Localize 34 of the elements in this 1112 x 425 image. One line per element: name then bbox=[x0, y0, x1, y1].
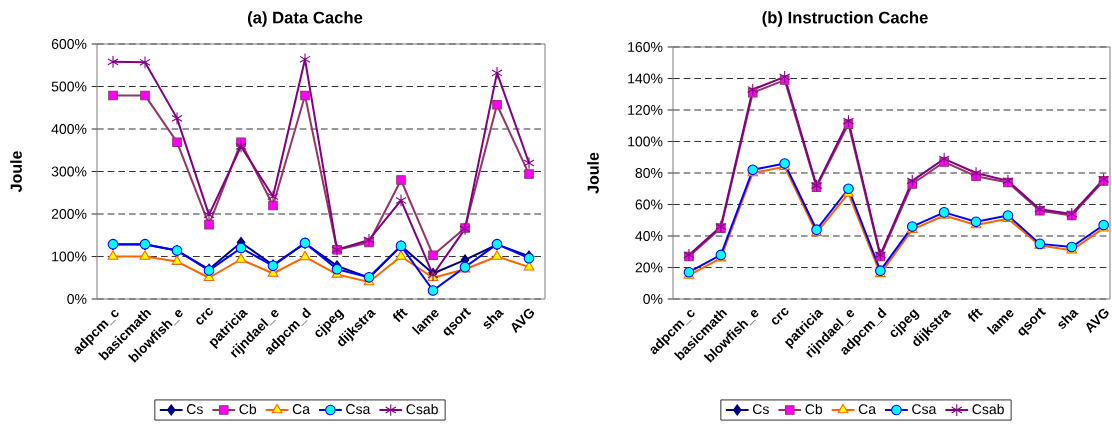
x-tick-label: sha bbox=[483, 310, 504, 329]
legend-label: Cs bbox=[752, 404, 769, 415]
y-tick-label: 200% bbox=[51, 209, 87, 219]
y-tick-label: 80% bbox=[635, 168, 663, 178]
legend-label: Cb bbox=[805, 403, 823, 415]
legend-label: Csa bbox=[346, 404, 371, 415]
legend-label: Cs bbox=[186, 404, 203, 415]
y-tick-label: 0% bbox=[67, 294, 87, 304]
y-tick-label: 600% bbox=[51, 39, 87, 49]
legend-label: Csab bbox=[972, 403, 1004, 415]
legend-label: Cb bbox=[239, 403, 257, 415]
y-tick-label: 400% bbox=[51, 124, 87, 134]
y-tick-label: 140% bbox=[628, 73, 663, 84]
legend-label: Ca bbox=[292, 404, 311, 415]
y-tick-label: 120% bbox=[628, 105, 663, 115]
x-tick-label: fft bbox=[393, 308, 408, 323]
x-tick-label: fft bbox=[968, 308, 983, 323]
y-tick-label: 300% bbox=[51, 166, 87, 177]
y-tick-label: 500% bbox=[51, 81, 87, 92]
chart-title: (a) Data Cache bbox=[247, 11, 363, 27]
y-tick-label: 60% bbox=[635, 199, 663, 210]
chart-title: (b) Instruction Cache bbox=[762, 11, 928, 27]
x-tick-label: sha bbox=[1058, 310, 1079, 329]
y-tick-label: 100% bbox=[628, 136, 663, 147]
y-tick-label: 40% bbox=[635, 231, 663, 241]
legend-label: Csab bbox=[406, 403, 438, 415]
y-axis-title: Joule bbox=[10, 151, 22, 193]
y-tick-label: 0% bbox=[643, 294, 663, 304]
y-tick-label: 20% bbox=[635, 262, 663, 273]
legend-label: Ca bbox=[858, 404, 877, 415]
y-tick-label: 160% bbox=[628, 42, 663, 52]
legend-label: Csa bbox=[912, 404, 937, 415]
y-tick-label: 100% bbox=[52, 251, 87, 262]
y-axis-title: Joule bbox=[587, 152, 599, 194]
